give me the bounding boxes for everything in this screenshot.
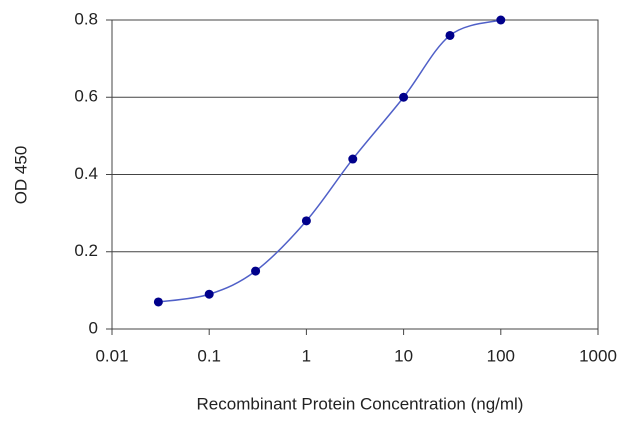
marker <box>399 92 409 102</box>
x-tick-label: 1000 <box>579 346 617 365</box>
marker <box>153 297 163 307</box>
line <box>158 19 502 303</box>
x-tick-label: 1 <box>302 346 311 365</box>
y-tick-label: 0.6 <box>74 87 98 106</box>
marker <box>204 289 214 299</box>
x-tick-label: 0.01 <box>95 346 128 365</box>
y-tick-label: 0.8 <box>74 9 98 28</box>
x-tick-label: 0.1 <box>197 346 221 365</box>
plot-frame <box>111 19 599 330</box>
x-tick-label: 100 <box>487 346 515 365</box>
marker <box>251 266 261 276</box>
marker <box>348 154 358 164</box>
y-tick-label: 0 <box>89 318 98 337</box>
marker <box>445 30 455 40</box>
y-tick-label: 0.4 <box>74 164 98 183</box>
y-axis-label: OD 450 <box>11 146 30 205</box>
marker <box>301 216 311 226</box>
y-tick-label: 0.2 <box>74 241 98 260</box>
x-axis-label: Recombinant Protein Concentration (ng/ml… <box>197 394 524 413</box>
x-tick-label: 10 <box>394 346 413 365</box>
marker <box>496 15 506 25</box>
